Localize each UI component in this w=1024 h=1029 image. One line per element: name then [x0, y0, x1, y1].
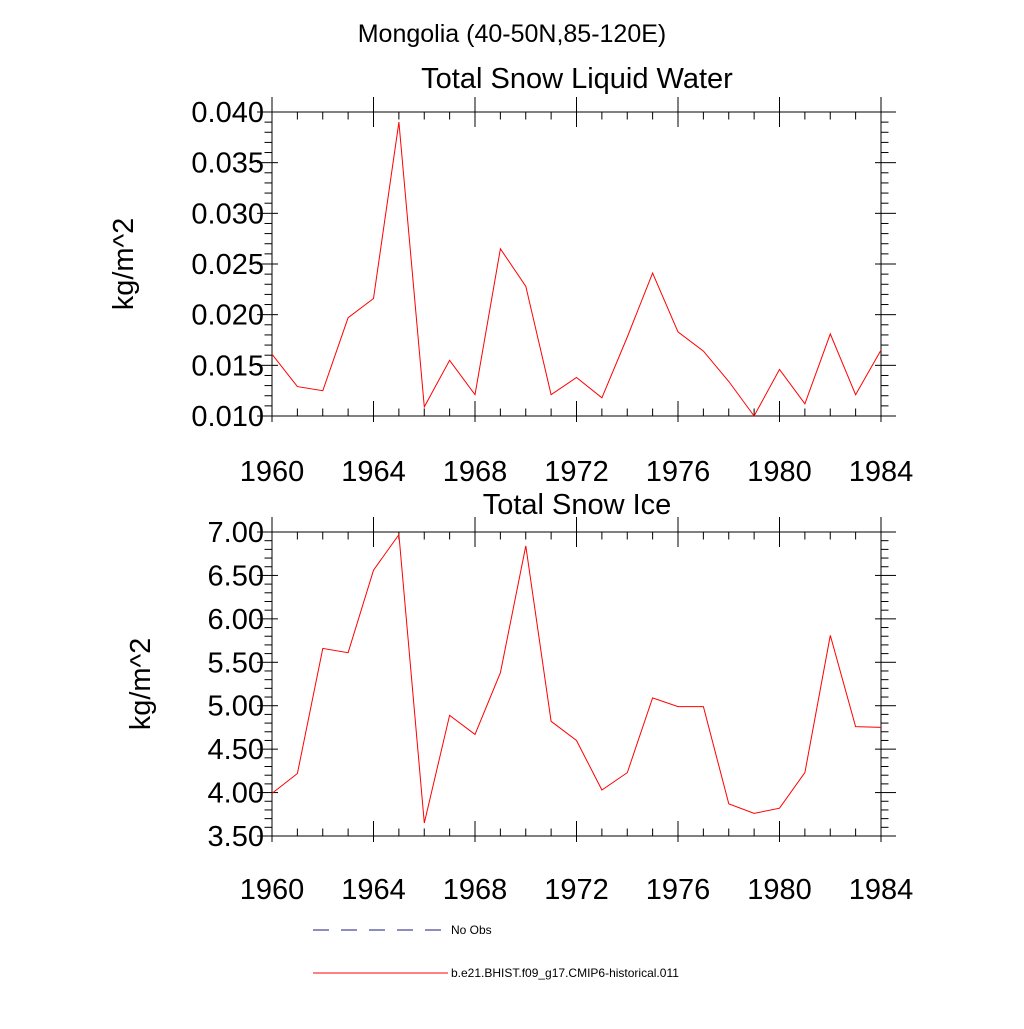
x-tick-label: 1972 [544, 874, 609, 906]
x-tick-label: 1960 [240, 456, 305, 488]
figure-title: Mongolia (40-50N,85-120E) [358, 20, 667, 48]
x-tick-label: 1964 [341, 874, 406, 906]
y-tick-label: 5.50 [208, 647, 264, 679]
plot-frame [271, 531, 882, 837]
x-tick-label: 1984 [849, 456, 914, 488]
y-tick-label: 0.030 [191, 198, 264, 230]
y-tick-label: 6.50 [208, 560, 264, 592]
plot-frame [271, 111, 882, 417]
series-line [271, 533, 882, 824]
series-line [271, 122, 882, 417]
y-tick-label: 7.00 [208, 517, 264, 549]
x-tick-label: 1976 [646, 874, 711, 906]
y-tick-label: 3.50 [208, 821, 264, 853]
snow-liquid-water-panel: Total Snow Liquid Water kg/m^2 1960 1964 1… [108, 63, 913, 488]
y-tick-label: 0.010 [191, 401, 264, 433]
y-tick-label: 0.035 [191, 148, 264, 180]
y-tick-label: 0.020 [191, 300, 264, 332]
y-tick-label: 6.00 [208, 604, 264, 636]
x-tick-label: 1976 [646, 456, 711, 488]
y-tick-label: 4.00 [208, 778, 264, 810]
x-tick-label: 1972 [544, 456, 609, 488]
y-tick-label: 0.025 [191, 249, 264, 281]
legend-label-model: b.e21.BHIST.f09_g17.CMIP6-historical.011 [451, 966, 679, 980]
legend-label-obs: No Obs [451, 923, 492, 937]
x-tick-label: 1964 [341, 456, 406, 488]
panel-title: Total Snow Ice [483, 489, 672, 521]
y-axis-label: kg/m^2 [108, 218, 140, 311]
x-tick-label: 1968 [443, 456, 508, 488]
y-tick-label: 5.00 [208, 691, 264, 723]
y-tick-label: 0.040 [191, 97, 264, 129]
x-tick-label: 1980 [747, 874, 812, 906]
y-axis-label: kg/m^2 [125, 638, 157, 731]
y-tick-label: 0.015 [191, 350, 264, 382]
x-tick-label: 1980 [747, 456, 812, 488]
y-tick-label: 4.50 [208, 734, 264, 766]
x-tick-label: 1960 [240, 874, 305, 906]
legend: No Obs b.e21.BHIST.f09_g17.CMIP6-histori… [313, 923, 679, 980]
panel-title: Total Snow Liquid Water [421, 63, 733, 95]
x-tick-label: 1968 [443, 874, 508, 906]
x-tick-label: 1984 [849, 874, 914, 906]
snow-ice-panel: Total Snow Ice kg/m^2 1960 1964 1968 1972 19… [125, 489, 913, 906]
